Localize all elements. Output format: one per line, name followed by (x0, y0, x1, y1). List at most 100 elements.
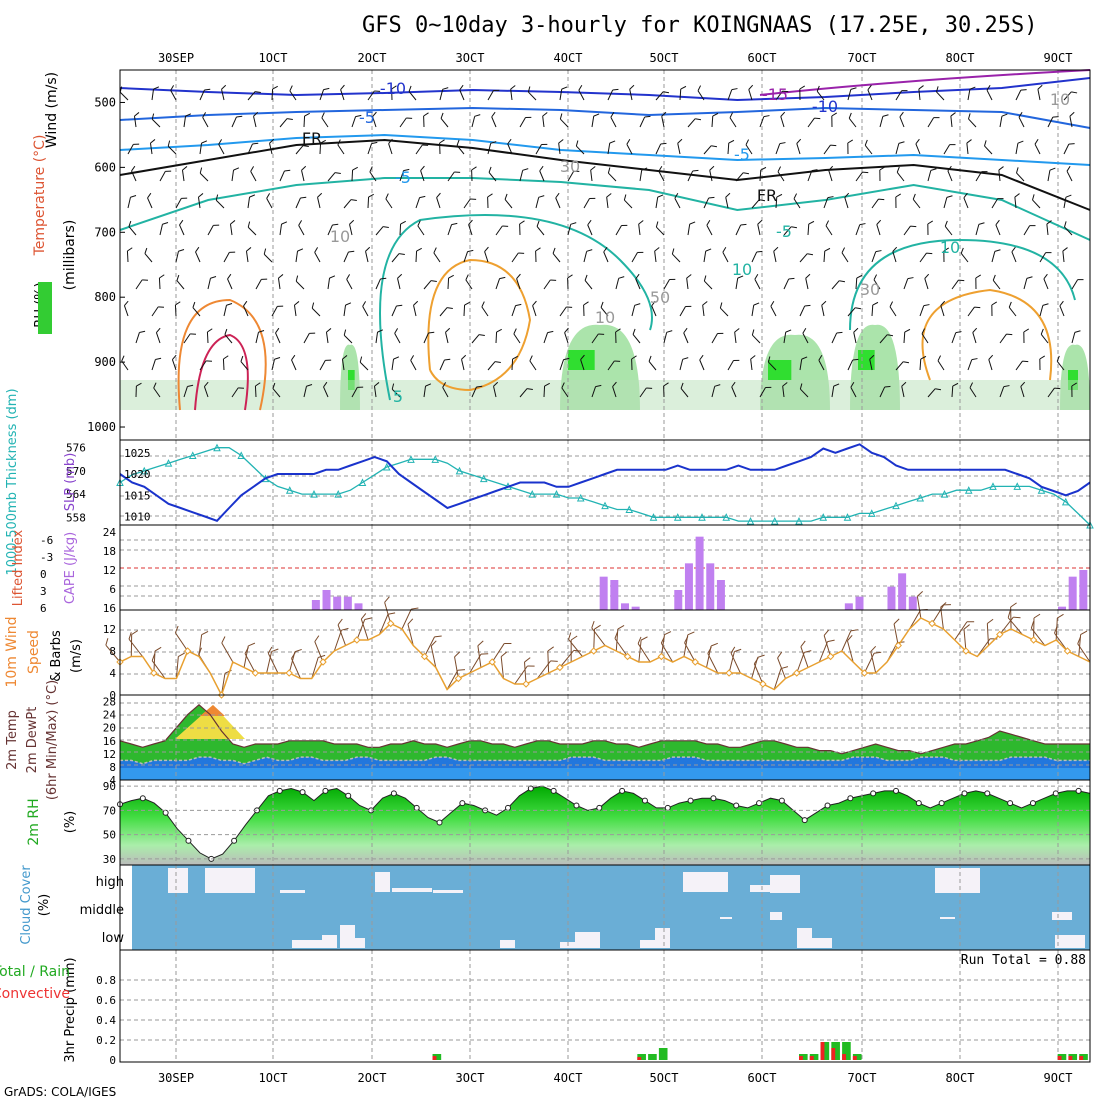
wind-barb (831, 331, 843, 344)
wind-barb-flag (940, 300, 946, 306)
wind-barb-staff (279, 224, 283, 236)
wind-barb-flag (612, 381, 617, 387)
wind-barb-staff (967, 89, 971, 101)
wind-barb-flag (513, 328, 517, 335)
slp-tick: 1025 (124, 447, 151, 460)
wind-barb-flag (210, 276, 217, 279)
wind-barb (271, 85, 278, 101)
wind-barb-flag (136, 382, 142, 387)
wind-barb-staff (703, 251, 707, 263)
wind-barb-staff (243, 305, 249, 317)
wind-barb-flag (981, 171, 988, 173)
wind-barb-flag (692, 169, 699, 172)
wind-barb (303, 112, 310, 128)
cloud-block (683, 872, 728, 892)
wind-barb-flag (215, 194, 219, 201)
wind-barb (855, 171, 869, 182)
wind-barb-staff (319, 89, 325, 101)
wind-barb-staff (1007, 617, 1023, 635)
wind-barb-staff (319, 142, 322, 155)
wind-barb-staff (679, 359, 684, 371)
wind-barb-staff (658, 171, 665, 182)
wind-barb-staff (151, 359, 156, 371)
wind-barb-flag (600, 301, 604, 308)
precip-label-b: Convective (0, 986, 70, 1002)
wind-barb (580, 354, 585, 371)
wind-barb-10m (128, 632, 143, 657)
cape-tick: 12 (103, 564, 116, 577)
wind-barb (703, 248, 712, 263)
wind-barb (391, 253, 405, 263)
wind-barb-staff (607, 360, 615, 371)
wind-tick: 4 (109, 667, 116, 680)
thickness-point (1061, 497, 1070, 506)
wind-barb-staff (183, 333, 191, 344)
wind-barb-flag (683, 327, 688, 334)
wind-barb-flag (526, 388, 533, 390)
wind-barb (943, 144, 956, 155)
wind-barb-flag (706, 220, 711, 226)
wind-barb-staff (655, 143, 662, 155)
wind-barb-flag (413, 300, 419, 306)
chart-title: GFS 0~10day 3-hourly for KOINGNAAS (17.2… (362, 13, 1038, 38)
isotherm-line (119, 106, 1091, 129)
wind-barb (587, 219, 593, 236)
wind-barb-flag (343, 329, 347, 336)
wind-barb (176, 274, 185, 290)
wind-barb-10m (753, 657, 764, 685)
wind-barb-flag (334, 172, 341, 174)
wind-barb-staff (519, 117, 526, 128)
wind-barb (247, 142, 259, 155)
precip-conv-bar (852, 1056, 857, 1060)
wind-barb (919, 304, 930, 317)
wind-barb (683, 327, 689, 344)
wind-barb-staff (231, 170, 235, 182)
wind-barb-flag (1032, 194, 1035, 201)
wind-barb-staff (291, 658, 301, 679)
wind-speed-point (251, 669, 260, 677)
wind-barb-flag (590, 166, 596, 171)
date-tick-bottom: 5OCT (650, 1071, 679, 1085)
wind-barb-flag (660, 142, 667, 145)
wind-barb-flag (702, 301, 708, 306)
thickness-point (746, 517, 755, 525)
wind-barb-staff (424, 636, 435, 657)
wind-barb-staff (174, 632, 189, 652)
wind-barb-flag (896, 166, 900, 173)
wind-barb (439, 307, 453, 317)
thickness-point (552, 489, 561, 498)
wind-barb-staff (626, 144, 633, 155)
wind-barb-flag (365, 246, 371, 252)
wind-barb (751, 329, 761, 344)
wind-barb-staff (818, 641, 829, 663)
wind-barb-flag (377, 329, 384, 333)
wind-barb-flag (1071, 382, 1078, 387)
wind-speed-point (759, 680, 767, 688)
wind-barb-staff (547, 650, 550, 674)
wind-barb-staff (245, 251, 249, 263)
wind-barb (805, 273, 811, 290)
wind-barb (722, 247, 729, 263)
cloud-block (375, 872, 390, 892)
wind-barb (869, 354, 875, 371)
wind-barb-flag (1018, 111, 1023, 118)
wind-barb (807, 220, 815, 236)
wind-barb (343, 302, 352, 317)
wind-barb (174, 301, 181, 317)
wind-barb-staff (369, 171, 377, 182)
wind-barb-flag (326, 328, 332, 333)
wind-barb-staff (966, 143, 969, 155)
wind-barb-staff (583, 198, 590, 209)
wind-barb-staff (359, 361, 369, 371)
wind-barb (1023, 225, 1036, 236)
wind-barb-flag (252, 142, 259, 145)
wind-barb-staff (807, 117, 815, 128)
wind-barb-staff (175, 656, 179, 679)
wind-barb (271, 305, 284, 317)
rh-tick: 90 (103, 780, 116, 793)
rh-point (139, 795, 146, 802)
wind-barb (687, 118, 702, 128)
temp-tick: 8 (109, 761, 116, 774)
contour-label: -5 (734, 145, 750, 164)
thickness-point (213, 443, 221, 452)
